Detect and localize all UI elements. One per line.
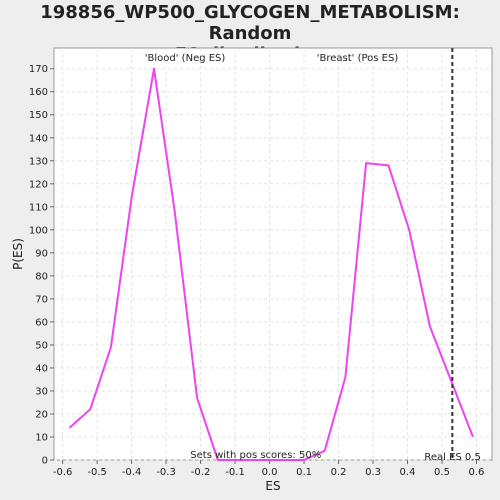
x-tick-label: -0.2 — [191, 467, 211, 478]
y-tick-label: 100 — [29, 225, 48, 236]
x-tick-label: -0.1 — [225, 467, 245, 478]
y-tick-label: 90 — [35, 248, 48, 259]
x-axis-title: ES — [265, 479, 280, 493]
y-tick-label: 120 — [29, 179, 48, 190]
x-tick-label: 0.4 — [400, 467, 416, 478]
x-tick-label: 0.2 — [331, 467, 347, 478]
x-tick-label: 0.0 — [262, 467, 278, 478]
x-tick-label: 0.3 — [365, 467, 381, 478]
series-layer — [68, 48, 474, 461]
x-tick-label: -0.3 — [156, 467, 176, 478]
axes: -0.6 -0.5 -0.4 -0.3 -0.2 -0.1 0.0 0.1 0.2 0.3 0.4 0… — [29, 64, 485, 478]
y-tick-label: 60 — [35, 317, 48, 328]
pos-es-label: 'Breast' (Pos ES) — [317, 53, 399, 64]
neg-es-label: 'Blood' (Neg ES) — [145, 53, 226, 64]
x-tick-label: 0.6 — [469, 467, 485, 478]
x-tick-label: -0.6 — [53, 467, 73, 478]
plot-area — [53, 47, 493, 461]
chart-title-line-1: 198856_WP500_GLYCOGEN_METABOLISM: Random — [40, 2, 460, 44]
y-tick-label: 170 — [29, 64, 48, 75]
y-tick-label: 110 — [29, 202, 48, 213]
x-tick-label: -0.5 — [87, 467, 107, 478]
y-tick-label: 130 — [29, 156, 48, 167]
y-tick-label: 70 — [35, 294, 48, 305]
y-tick-label: 40 — [35, 363, 48, 374]
y-tick-label: 80 — [35, 271, 48, 282]
annotations: 'Blood' (Neg ES) 'Breast' (Pos ES) Sets … — [145, 53, 481, 463]
y-tick-label: 160 — [29, 87, 48, 98]
pos-scores-label: Sets with pos scores: 50% — [190, 450, 321, 461]
x-tick-label: 0.5 — [434, 467, 450, 478]
y-axis-title: P(ES) — [11, 238, 25, 270]
x-tick-label: -0.4 — [122, 467, 142, 478]
es-distribution-line — [68, 67, 474, 461]
grid — [54, 48, 492, 461]
real-es-label: Real ES 0.5 — [424, 452, 480, 463]
y-tick-label: 140 — [29, 133, 48, 144]
y-tick-label: 50 — [35, 340, 48, 351]
y-tick-label: 0 — [42, 456, 48, 467]
x-tick-label: 0.1 — [296, 467, 312, 478]
y-tick-label: 20 — [35, 409, 48, 420]
y-tick-label: 150 — [29, 110, 48, 121]
y-tick-label: 30 — [35, 386, 48, 397]
y-tick-label: 10 — [35, 432, 48, 443]
